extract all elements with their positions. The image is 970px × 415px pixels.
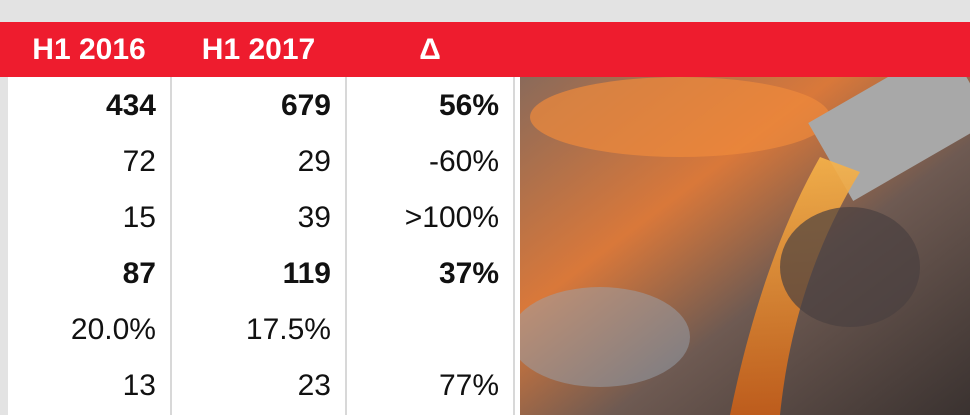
column-separator — [513, 77, 515, 415]
table-cell: 20.0% — [8, 302, 170, 358]
table-cell: 87 — [8, 246, 170, 302]
table-cell: 56% — [347, 78, 513, 134]
photo — [520, 77, 970, 415]
table-cell: 77% — [347, 358, 513, 414]
table-cell: 23 — [172, 358, 345, 414]
table-cell: 29 — [172, 134, 345, 190]
table-cell: 15 — [8, 190, 170, 246]
table-cell: 17.5% — [172, 302, 345, 358]
column-header: H1 2016 — [8, 22, 170, 77]
column-header: H1 2017 — [172, 22, 345, 77]
table-cell: 37% — [347, 246, 513, 302]
table-cell: 72 — [8, 134, 170, 190]
table-cell: 434 — [8, 78, 170, 134]
table-cell: 119 — [172, 246, 345, 302]
column-header: Δ — [347, 22, 513, 77]
table-cell: -60% — [347, 134, 513, 190]
table-cell: 39 — [172, 190, 345, 246]
table-cell: 13 — [8, 358, 170, 414]
table-cell: >100% — [347, 190, 513, 246]
table-cell: 679 — [172, 78, 345, 134]
page: H1 2016H1 2017Δ 43467956% 7229-60% 1539>100… — [0, 0, 970, 415]
